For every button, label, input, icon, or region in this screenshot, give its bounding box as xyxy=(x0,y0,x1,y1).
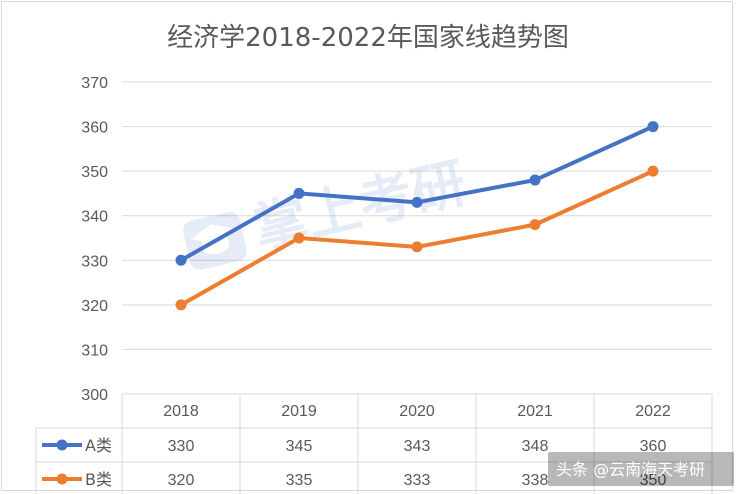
data-point xyxy=(293,232,305,244)
data-point xyxy=(411,196,423,208)
data-table-value: 330 xyxy=(168,438,195,455)
data-table: 2018 2019 2020 2021 2022 A类 330 345 343 348 360 B类 3… xyxy=(35,393,713,494)
series-layer xyxy=(175,121,659,311)
data-table-value: 350 xyxy=(640,472,667,489)
y-tick-label: 370 xyxy=(81,75,108,92)
y-tick-label: 350 xyxy=(81,164,108,181)
y-tick-label: 340 xyxy=(81,209,108,226)
data-point xyxy=(175,254,187,266)
data-point xyxy=(647,165,659,177)
credit-text: 头条 @云南海天考研 xyxy=(556,460,705,479)
chart-title: 经济学2018-2022年国家线趋势图 xyxy=(167,23,569,53)
data-table-value: 348 xyxy=(522,438,549,455)
data-table-value: 333 xyxy=(404,472,431,489)
data-table-value: 320 xyxy=(168,472,195,489)
credit-overlay: 头条 @云南海天考研 xyxy=(548,452,734,486)
data-table-value: 338 xyxy=(522,472,549,489)
legend-key xyxy=(42,439,82,451)
data-table-value: 343 xyxy=(404,438,431,455)
y-tick-label: 300 xyxy=(81,387,108,404)
legend-label: B类 xyxy=(85,470,112,489)
x-tick-label: 2020 xyxy=(399,403,435,420)
data-table-value: 345 xyxy=(286,438,313,455)
data-table-value: 335 xyxy=(286,472,313,489)
watermark: 掌上考研 xyxy=(182,151,472,270)
x-tick-label: 2021 xyxy=(517,403,553,420)
data-point xyxy=(175,299,187,311)
x-tick-label: 2018 xyxy=(163,403,199,420)
data-point xyxy=(529,174,541,186)
y-tick-label: 320 xyxy=(81,298,108,315)
data-table-value: 360 xyxy=(640,438,667,455)
legend-marker xyxy=(56,439,68,451)
legend-marker xyxy=(56,473,68,485)
gridlines xyxy=(122,81,712,350)
data-point xyxy=(293,187,305,199)
y-tick-label: 330 xyxy=(81,253,108,270)
data-point xyxy=(411,241,423,253)
y-tick-label: 310 xyxy=(81,342,108,359)
x-tick-label: 2019 xyxy=(281,403,317,420)
x-tick-label: 2022 xyxy=(635,403,671,420)
y-axis-ticks: 300 310 320 330 340 350 360 370 xyxy=(81,75,108,404)
data-point xyxy=(529,219,541,231)
legend-label: A类 xyxy=(85,436,112,455)
data-point xyxy=(647,121,659,133)
y-tick-label: 360 xyxy=(81,120,108,137)
legend-key xyxy=(42,473,82,485)
